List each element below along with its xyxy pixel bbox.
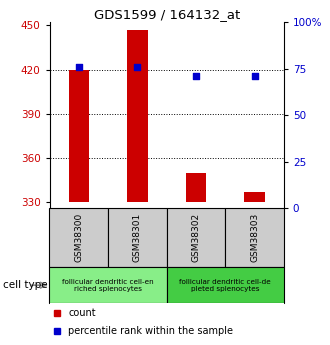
Text: follicular dendritic cell-en
riched splenocytes: follicular dendritic cell-en riched sple…	[62, 279, 154, 292]
Point	[76, 64, 82, 70]
Text: percentile rank within the sample: percentile rank within the sample	[68, 326, 233, 336]
Title: GDS1599 / 164132_at: GDS1599 / 164132_at	[93, 8, 240, 21]
Bar	[244, 192, 265, 202]
Point	[135, 64, 140, 70]
Bar	[186, 173, 206, 202]
Bar	[225, 208, 284, 267]
Bar	[127, 30, 148, 202]
Bar	[50, 267, 167, 303]
Point	[252, 73, 257, 79]
Text: GSM38301: GSM38301	[133, 213, 142, 262]
Text: GSM38303: GSM38303	[250, 213, 259, 262]
Text: cell type: cell type	[3, 280, 48, 290]
Bar	[50, 208, 108, 267]
Bar	[167, 208, 225, 267]
Text: GSM38300: GSM38300	[74, 213, 83, 262]
Bar	[108, 208, 167, 267]
Point	[193, 73, 199, 79]
Text: GSM38302: GSM38302	[191, 213, 200, 262]
Bar	[167, 267, 284, 303]
Text: follicular dendritic cell-de
pleted splenocytes: follicular dendritic cell-de pleted sple…	[179, 279, 271, 292]
Text: count: count	[68, 308, 96, 318]
Bar	[69, 70, 89, 202]
